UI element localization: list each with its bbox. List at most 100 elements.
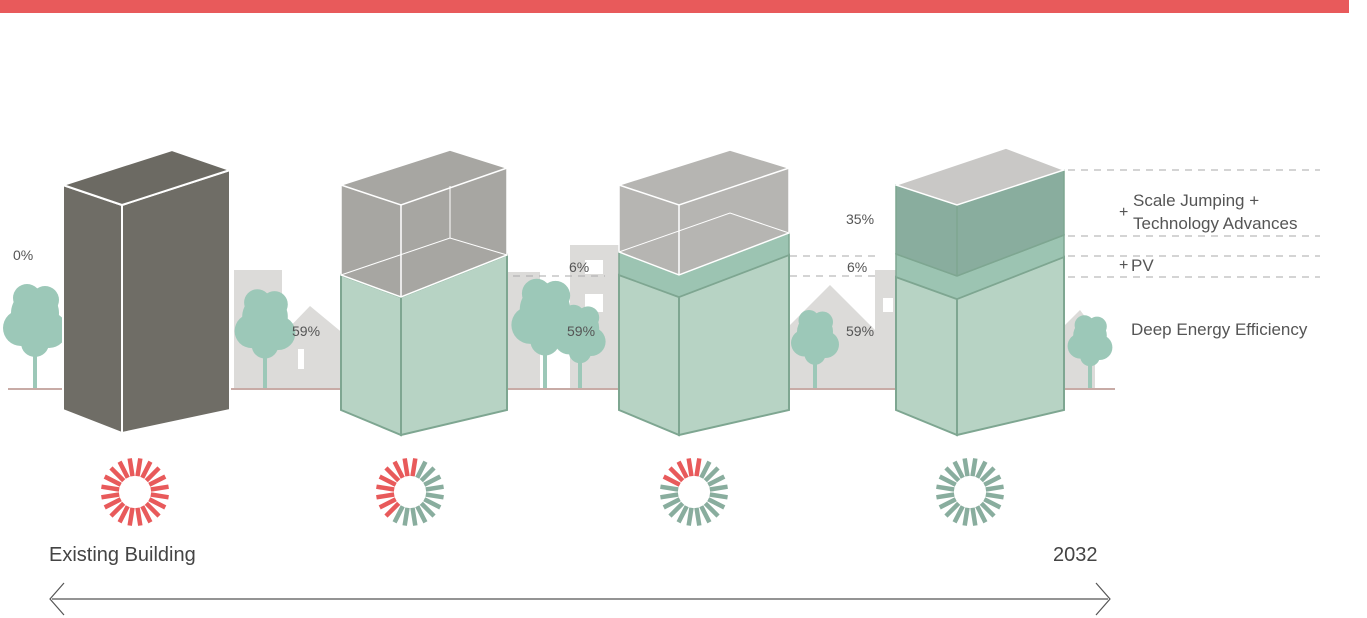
- sunburst-ray: [979, 501, 996, 518]
- building-existing-right-face: [121, 169, 231, 434]
- sunburst-ray: [419, 466, 436, 483]
- sunburst-ray: [148, 474, 167, 487]
- sunburst-ray: [707, 497, 726, 510]
- trees: [3, 278, 1113, 388]
- sunburst-ray: [378, 497, 397, 510]
- sunburst-ray: [694, 507, 702, 526]
- sunburst-ray: [425, 484, 444, 492]
- sunburst-ray: [392, 460, 405, 479]
- sunburst-ray: [660, 484, 679, 492]
- sunburst-ray: [402, 458, 410, 477]
- sunburst-ray: [962, 458, 970, 477]
- sunburst-ray: [938, 474, 957, 487]
- sunburst-ray: [975, 505, 988, 524]
- sunburst-ray: [419, 501, 436, 518]
- sunburst-ray: [962, 507, 970, 526]
- sunburst-ray: [148, 497, 167, 510]
- sunburst-ray: [109, 466, 126, 483]
- sunburst-ray: [983, 497, 1002, 510]
- sunburst-ray: [660, 492, 679, 500]
- legend-pv-plus: +: [1119, 257, 1129, 274]
- sunburst-ray: [101, 492, 120, 500]
- sunburst-ray: [423, 497, 442, 510]
- sunburst-ray: [944, 466, 961, 483]
- b2-left: [340, 273, 402, 437]
- building-existing: [62, 149, 231, 434]
- sunburst-ray: [150, 484, 169, 492]
- b4-top: [893, 147, 1067, 206]
- sunburst-ray: [709, 484, 728, 492]
- building-efficiency: [340, 149, 508, 437]
- top-accent-bar: [0, 0, 1349, 13]
- building-existing-top-face: [62, 149, 231, 206]
- sunburst-ray: [117, 505, 130, 524]
- timeline-arrow: [49, 582, 1111, 616]
- sunburst-ray: [150, 492, 169, 500]
- sunburst-ray: [709, 492, 728, 500]
- sunburst-icons: [101, 458, 1004, 526]
- sunburst-ray: [101, 484, 120, 492]
- sunburst-ray: [423, 474, 442, 487]
- label-existing-0pct: 0%: [13, 247, 34, 263]
- sunburst-ray: [979, 466, 996, 483]
- label-b4-59pct: 59%: [846, 323, 875, 339]
- sunburst-ray: [676, 505, 689, 524]
- building-advances: [893, 147, 1067, 437]
- sunburst-ray: [936, 484, 955, 492]
- sunburst-ray: [936, 492, 955, 500]
- sunburst-ray: [103, 497, 122, 510]
- sunburst-ray: [144, 466, 161, 483]
- sunburst-ray: [376, 484, 395, 492]
- sunburst-ray: [699, 460, 712, 479]
- sunburst-ray: [140, 460, 153, 479]
- sunburst-ray: [970, 458, 978, 477]
- legend-advances-plus: +: [1119, 204, 1129, 221]
- sunburst-ray: [117, 460, 130, 479]
- timeline-end-label: 2032: [1053, 544, 1098, 566]
- sunburst-ray: [127, 458, 135, 477]
- sunburst-ray: [668, 501, 685, 518]
- sunburst-ray: [127, 507, 135, 526]
- sunburst-ray: [135, 458, 143, 477]
- legend-advances-line2: Technology Advances: [1133, 214, 1298, 233]
- sunburst-ray: [384, 501, 401, 518]
- sunburst-ray: [415, 505, 428, 524]
- label-b4-6pct: 6%: [847, 259, 868, 275]
- sunburst-ray: [985, 492, 1004, 500]
- sunburst-ray: [103, 474, 122, 487]
- legend-pv: PV: [1131, 256, 1154, 275]
- guide-lines: [513, 169, 1320, 278]
- sunburst-ray: [384, 466, 401, 483]
- sunburst-ray: [686, 507, 694, 526]
- sunburst-icon: [660, 458, 728, 526]
- sunburst-ray: [707, 474, 726, 487]
- sunburst-ray: [686, 458, 694, 477]
- sunburst-ray: [410, 507, 418, 526]
- sunburst-ray: [694, 458, 702, 477]
- tree-icon: [791, 310, 839, 388]
- sunburst-ray: [378, 474, 397, 487]
- sunburst-ray: [985, 484, 1004, 492]
- sunburst-icon: [101, 458, 169, 526]
- sunburst-ray: [140, 505, 153, 524]
- sunburst-ray: [425, 492, 444, 500]
- sunburst-ray: [938, 497, 957, 510]
- sunburst-ray: [970, 507, 978, 526]
- sunburst-ray: [415, 460, 428, 479]
- sunburst-ray: [703, 501, 720, 518]
- sunburst-ray: [662, 497, 681, 510]
- sunburst-icon: [936, 458, 1004, 526]
- sunburst-icon: [376, 458, 444, 526]
- sunburst-ray: [703, 466, 720, 483]
- sunburst-ray: [144, 501, 161, 518]
- tree-icon: [3, 284, 67, 388]
- label-b3-59pct: 59%: [567, 323, 596, 339]
- label-b4-35pct: 35%: [846, 211, 875, 227]
- sunburst-ray: [376, 492, 395, 500]
- tree-icon: [554, 304, 606, 388]
- sunburst-ray: [135, 507, 143, 526]
- sunburst-ray: [944, 501, 961, 518]
- tree-icon: [1067, 315, 1113, 388]
- sunburst-ray: [699, 505, 712, 524]
- building-existing-left-face: [62, 184, 123, 434]
